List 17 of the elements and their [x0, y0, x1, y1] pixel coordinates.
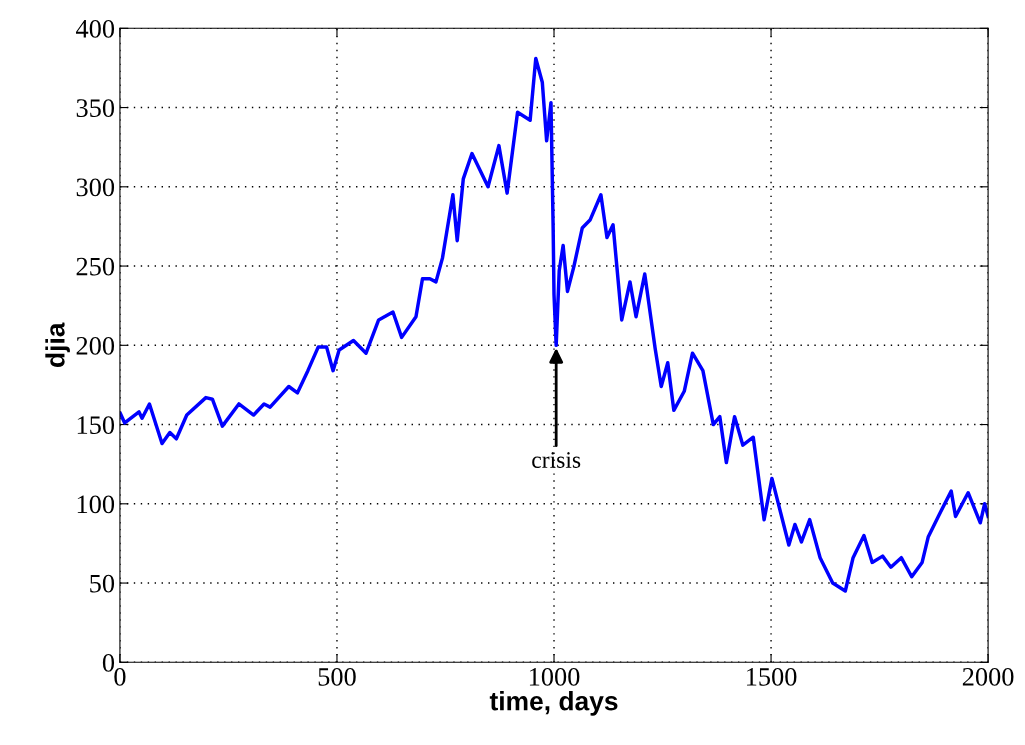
- y-tick-label: 250: [76, 257, 115, 276]
- line-series: [119, 56, 989, 593]
- x-tick-label: 1500: [746, 667, 797, 686]
- x-axis-title: time, days: [489, 691, 618, 716]
- x-tick-label: 1000: [529, 667, 580, 686]
- y-tick-label: 400: [76, 19, 115, 38]
- y-tick-label: 200: [76, 336, 115, 355]
- y-tick-label: 100: [77, 495, 115, 514]
- x-tick-label: 2000: [962, 667, 1014, 686]
- y-tick-label: 50: [90, 574, 115, 593]
- y-tick-label: 0: [102, 653, 115, 672]
- y-axis-title: djia: [45, 322, 70, 367]
- x-tick-label: 500: [318, 667, 356, 686]
- annotation: crisis: [532, 452, 581, 468]
- y-tick-label: 350: [76, 99, 115, 117]
- y-tick-label: 150: [77, 416, 115, 434]
- y-tick-label: 300: [76, 178, 115, 197]
